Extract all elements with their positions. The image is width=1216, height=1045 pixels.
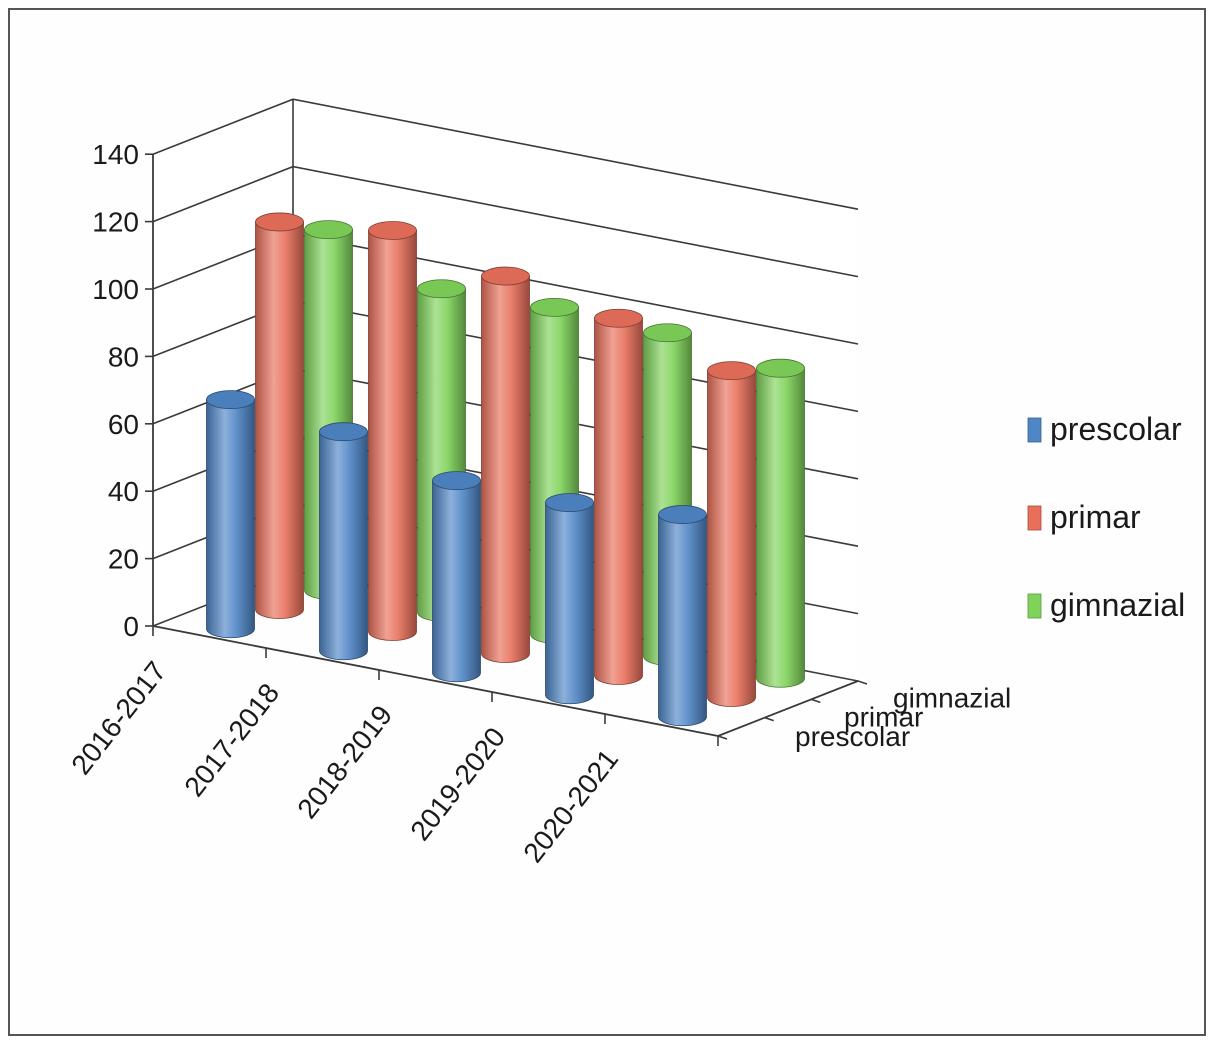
bar-primar-2020-2021 [707, 361, 756, 707]
depth-tick-mark [717, 735, 728, 740]
bar-gimnazial-2020-2021 [756, 358, 805, 688]
depth-tick-mark [764, 716, 774, 722]
y-tick-label: 40 [108, 476, 139, 507]
y-tick-labels: 0 20 40 60 80 100 120 140 [92, 139, 139, 642]
depth-tick-mark [857, 680, 868, 685]
x-tick-label: 2018-2019 [291, 700, 398, 825]
legend-swatch-primar [1027, 505, 1042, 531]
bar-primar-2018-2019 [481, 266, 530, 663]
legend-label-gimnazial: gimnazial [1050, 587, 1185, 623]
depth-tick-mark [811, 698, 821, 704]
y-tick-label: 20 [108, 544, 139, 575]
y-tick-label: 100 [92, 274, 139, 305]
depth-axis-label: prescolar [795, 721, 910, 752]
legend-swatch-gimnazial [1027, 593, 1042, 619]
y-tick-label: 60 [108, 409, 139, 440]
bar-primar-2016-2017 [255, 212, 304, 619]
bar-primar-2019-2020 [594, 308, 643, 685]
x-tick-label: 2019-2020 [404, 722, 511, 847]
chart-bars [206, 212, 805, 727]
legend: prescolar primar gimnazial [1027, 411, 1185, 623]
chart-axes [145, 153, 868, 746]
y-tick-label: 80 [108, 341, 139, 372]
x-tick-label: 2020-2021 [517, 744, 624, 869]
y-tick-label: 0 [123, 611, 139, 642]
y-tick-label: 140 [92, 139, 139, 170]
bar-prescolar-2018-2019 [432, 471, 481, 683]
legend-swatch-prescolar [1027, 417, 1042, 443]
x-tick-label: 2017-2018 [178, 678, 285, 803]
depth-axis-label: gimnazial [893, 682, 1011, 713]
x-tick-label: 2016-2017 [65, 656, 172, 781]
depth-axis-line [717, 680, 859, 737]
y-tick-label: 120 [92, 207, 139, 238]
x-axis-line [152, 625, 719, 737]
legend-label-primar: primar [1050, 499, 1141, 535]
bar-prescolar-2019-2020 [545, 493, 594, 705]
category-labels: 2016-2017 2017-2018 2018-2019 2019-2020 2020… [65, 656, 624, 869]
bar-prescolar-2016-2017 [206, 390, 255, 639]
bar-prescolar-2020-2021 [658, 505, 707, 727]
bar-primar-2017-2018 [368, 221, 417, 641]
bar-prescolar-2017-2018 [319, 422, 368, 661]
legend-label-prescolar: prescolar [1050, 411, 1182, 447]
depth-axis-label: primar [844, 702, 923, 733]
